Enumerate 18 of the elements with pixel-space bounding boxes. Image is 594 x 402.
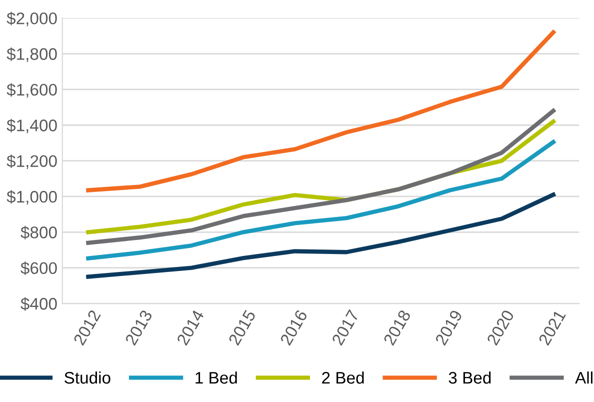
y-tick-label: $1,200	[6, 154, 57, 169]
y-tick-label: $1,800	[6, 47, 57, 62]
y-tick-label: $1,000	[6, 190, 57, 205]
y-tick-label: $2,000	[6, 12, 57, 26]
legend-label: Studio	[64, 371, 110, 384]
y-tick-label: $1,400	[6, 118, 57, 134]
y-tick-label: $1,600	[6, 83, 57, 98]
legend-label: 3 Bed	[448, 371, 491, 384]
line-series	[86, 140, 556, 260]
legend-label: All	[575, 371, 592, 384]
legend-label: 2 Bed	[322, 371, 364, 384]
line-series	[86, 108, 556, 245]
y-tick-label: $400	[20, 297, 57, 311]
y-tick-label: $800	[20, 226, 57, 240]
y-tick-label: $600	[20, 262, 57, 276]
line-series	[86, 192, 556, 279]
legend-label: 1 Bed	[196, 371, 237, 384]
line-series	[86, 30, 556, 192]
